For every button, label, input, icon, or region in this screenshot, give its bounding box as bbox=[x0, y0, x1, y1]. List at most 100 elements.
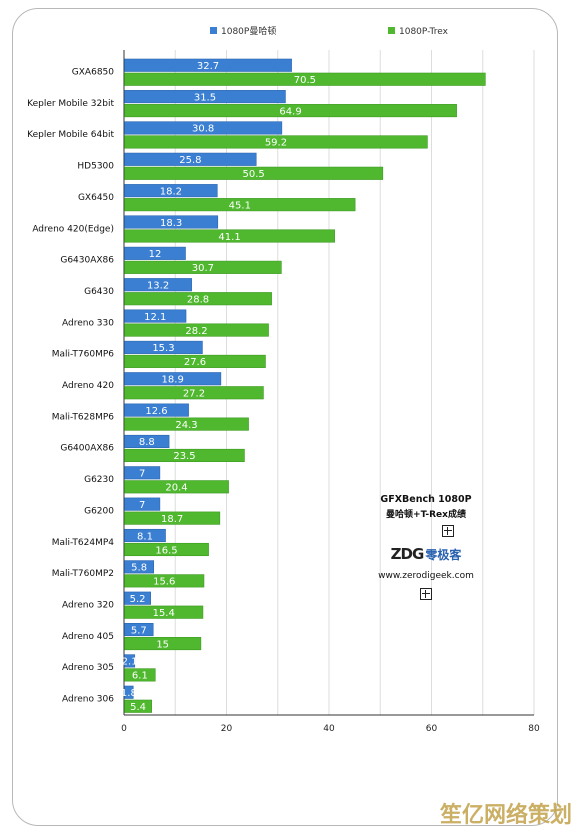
bar-trex bbox=[124, 323, 269, 337]
category-label: Adreno 320 bbox=[62, 600, 114, 610]
data-label: 5.2 bbox=[130, 594, 146, 605]
category-label: G6430 bbox=[84, 287, 114, 297]
data-label: 12 bbox=[149, 249, 162, 260]
data-label: 70.5 bbox=[294, 75, 316, 86]
data-label: 30.7 bbox=[192, 263, 214, 274]
bar-manhattan bbox=[124, 340, 203, 354]
bar-trex bbox=[124, 574, 205, 588]
category-label: Adreno 405 bbox=[62, 632, 114, 642]
bar-trex bbox=[124, 260, 282, 274]
bar-trex bbox=[124, 292, 272, 306]
x-tick-label: 20 bbox=[221, 724, 233, 734]
bar-manhattan bbox=[124, 403, 189, 417]
logo-mark: ZDG bbox=[390, 545, 425, 563]
data-label: 5.7 bbox=[131, 625, 147, 636]
bar-manhattan bbox=[124, 121, 283, 135]
legend-swatch bbox=[388, 27, 395, 34]
bar-trex bbox=[124, 135, 428, 149]
bar-trex bbox=[124, 448, 245, 463]
bar-trex bbox=[124, 605, 204, 619]
data-label: 1.8 bbox=[121, 688, 137, 699]
data-label: 32.7 bbox=[197, 61, 219, 72]
crosshair-icon bbox=[442, 525, 454, 537]
bar-trex bbox=[124, 72, 486, 86]
legend-label: 1080P-Trex bbox=[399, 27, 449, 37]
category-label: Adreno 420 bbox=[62, 381, 114, 391]
bar-trex bbox=[124, 668, 156, 682]
data-label: 15 bbox=[156, 639, 169, 650]
data-label: 27.2 bbox=[183, 389, 205, 400]
data-label: 12.1 bbox=[144, 312, 166, 323]
crosshair-icon bbox=[420, 588, 432, 600]
category-label: Mali-T760MP6 bbox=[52, 350, 115, 360]
data-label: 59.2 bbox=[265, 138, 287, 149]
bar-manhattan bbox=[124, 654, 136, 668]
data-label: 15.4 bbox=[153, 608, 175, 619]
chart-annotation: GFXBench 1080P 曼哈顿+T-Rex成绩 ZDG 零极客 www.z… bbox=[366, 494, 486, 604]
legend: 1080P曼哈顿 1080P-Trex bbox=[210, 25, 449, 37]
data-label: 8.8 bbox=[139, 437, 155, 448]
data-label: 24.3 bbox=[175, 420, 197, 431]
category-label: Kepler Mobile 32bit bbox=[27, 99, 114, 109]
data-label: 25.8 bbox=[179, 155, 201, 166]
x-tick-label: 0 bbox=[121, 724, 127, 734]
data-label: 28.8 bbox=[187, 294, 209, 305]
bar-trex bbox=[124, 699, 152, 713]
category-label: Mali-T628MP6 bbox=[52, 412, 115, 422]
annotation-title: GFXBench 1080P bbox=[380, 494, 472, 505]
data-label: 18.9 bbox=[162, 375, 184, 386]
category-label: Mali-T760MP2 bbox=[52, 569, 114, 579]
bar-manhattan bbox=[124, 152, 257, 166]
bar-trex bbox=[124, 542, 209, 557]
legend-label: 1080P曼哈顿 bbox=[221, 25, 276, 37]
data-label: 7 bbox=[139, 500, 145, 511]
data-label: 18.7 bbox=[161, 514, 183, 525]
data-label: 27.6 bbox=[184, 357, 206, 368]
category-label: G6200 bbox=[84, 506, 114, 516]
logo: ZDG 零极客 bbox=[366, 545, 486, 563]
annotation-subtitle: 曼哈顿+T-Rex成绩 bbox=[386, 510, 466, 520]
category-label: G6430AX86 bbox=[60, 256, 114, 266]
bar-manhattan bbox=[124, 215, 219, 229]
bar-trex bbox=[124, 417, 249, 431]
watermark: 笙亿网络策划 bbox=[439, 803, 572, 828]
bar-manhattan bbox=[124, 90, 286, 104]
category-label: G6400AX86 bbox=[60, 444, 114, 454]
data-label: 15.3 bbox=[152, 343, 174, 354]
data-label: 7 bbox=[139, 469, 145, 480]
category-label: Adreno 306 bbox=[62, 695, 114, 705]
category-label: GXA6850 bbox=[72, 68, 114, 78]
data-label: 20.4 bbox=[165, 483, 187, 494]
bar-manhattan bbox=[124, 372, 222, 386]
bar-manhattan bbox=[124, 528, 166, 543]
data-label: 18.3 bbox=[160, 218, 182, 229]
category-label: G6230 bbox=[84, 475, 114, 485]
bar-trex bbox=[124, 229, 335, 243]
x-tick-label: 40 bbox=[323, 724, 335, 734]
bar-manhattan bbox=[124, 466, 161, 480]
data-label: 30.8 bbox=[192, 124, 214, 135]
bar-trex bbox=[124, 636, 202, 651]
data-label: 5.4 bbox=[130, 702, 146, 713]
category-label: Adreno 330 bbox=[62, 318, 114, 328]
bar-manhattan bbox=[124, 685, 134, 699]
category-label: Mali-T624MP4 bbox=[52, 538, 115, 548]
data-label: 18.2 bbox=[160, 186, 182, 197]
bar-manhattan bbox=[124, 309, 187, 323]
logo-text: 零极客 bbox=[425, 547, 462, 562]
bar-manhattan bbox=[124, 560, 155, 574]
bar-manhattan bbox=[124, 434, 170, 449]
data-label: 13.2 bbox=[147, 280, 169, 291]
data-label: 5.8 bbox=[131, 563, 147, 574]
annotation-url: www.zerodigeek.com bbox=[378, 571, 474, 581]
x-tick-label: 80 bbox=[528, 724, 540, 734]
category-label: Adreno 305 bbox=[62, 663, 114, 673]
category-label: Adreno 420(Edge) bbox=[32, 224, 114, 234]
bar-trex bbox=[124, 386, 264, 400]
grid bbox=[174, 50, 535, 715]
data-label: 16.5 bbox=[155, 545, 177, 556]
data-label: 6.1 bbox=[132, 671, 148, 682]
bar-manhattan bbox=[124, 246, 186, 260]
bar-trex bbox=[124, 480, 229, 494]
data-label: 8.1 bbox=[137, 531, 153, 542]
